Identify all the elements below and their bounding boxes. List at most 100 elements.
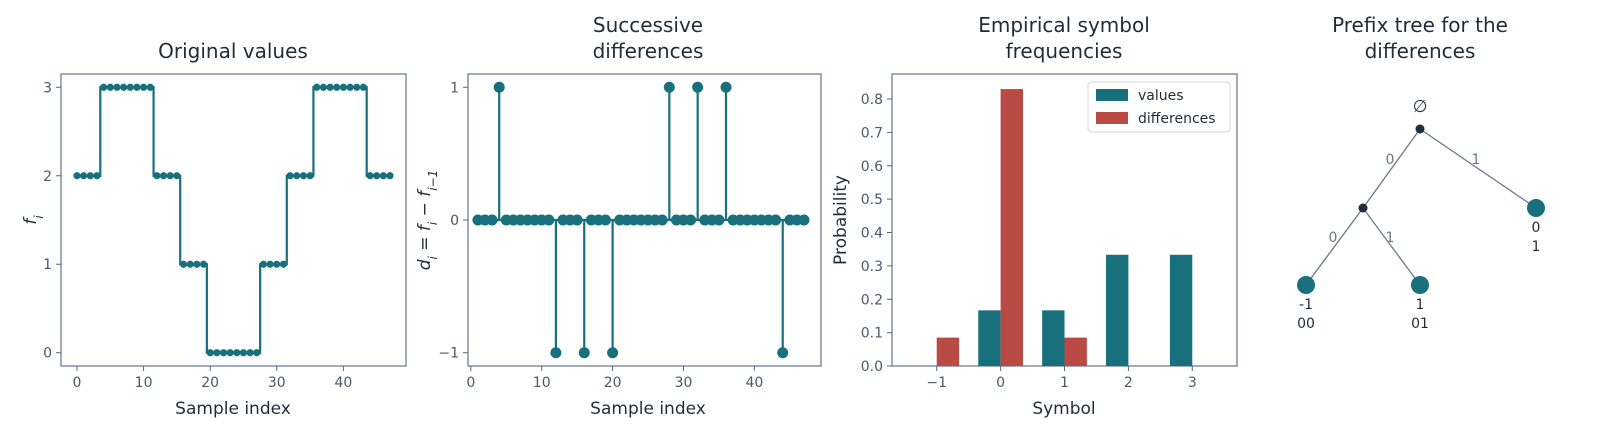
data-point — [326, 83, 334, 91]
series-layer — [472, 81, 810, 359]
tree-leaf-node — [1527, 199, 1545, 217]
tree-edge-inner-left — [1305, 207, 1364, 286]
data-point — [366, 172, 374, 180]
stem-marker — [798, 214, 810, 226]
data-point — [346, 83, 354, 91]
y-axis-label: di = fi − fi−1 — [415, 170, 440, 271]
data-point — [113, 83, 121, 91]
stem-marker — [713, 214, 725, 226]
data-point — [379, 172, 387, 180]
data-point — [333, 83, 341, 91]
tree-title-line-1: Prefix tree for the — [1332, 13, 1508, 37]
chart-title-line-1: Empirical symbol — [978, 13, 1150, 37]
bar-values — [978, 310, 1001, 366]
x-tick-label: 30 — [675, 375, 693, 391]
tree-leaf-node — [1297, 276, 1315, 294]
data-point — [193, 260, 201, 268]
data-point — [80, 172, 88, 180]
data-point — [120, 83, 128, 91]
data-point — [293, 172, 301, 180]
bar-differences — [936, 337, 960, 366]
data-point — [339, 83, 347, 91]
tree-edge-inner-right — [1362, 207, 1421, 286]
chart-title: Original values — [158, 39, 308, 63]
bar-values — [1106, 254, 1129, 366]
stem-marker — [493, 81, 505, 93]
bar-differences — [1000, 89, 1023, 366]
panel-symbol-frequencies: Empirical symbol frequencies 0.00.10.20.… — [831, 13, 1238, 419]
x-axis-label: Sample index — [175, 399, 291, 419]
x-axis-label: Symbol — [1032, 399, 1095, 419]
data-point — [173, 172, 181, 180]
y-tick-label: 0.3 — [861, 259, 883, 275]
y-tick-label: 0.4 — [861, 226, 883, 242]
bar-values — [1169, 254, 1193, 366]
data-point — [266, 260, 274, 268]
chart-title-line-2: frequencies — [1006, 39, 1123, 63]
data-point — [166, 172, 174, 180]
tree-inner-node — [1358, 203, 1368, 213]
stem-marker — [720, 81, 732, 93]
stem-marker — [663, 81, 675, 93]
data-point — [153, 172, 161, 180]
y-tick-label: 0 — [450, 213, 459, 229]
data-point — [199, 260, 208, 268]
plot-frame — [60, 73, 407, 367]
tick-layer: 0.0 0.1 0.2 0.3 0.4 0.5 0.6 0.7 0.8 −1 0 1 2 3 — [861, 92, 1197, 391]
bar-values — [1042, 310, 1065, 366]
leaf-symbol: 0 — [1532, 220, 1541, 236]
edge-label: 1 — [1386, 230, 1395, 246]
x-tick-label: 20 — [604, 375, 622, 391]
tree-leaf-node — [1411, 276, 1429, 294]
data-point — [206, 349, 214, 357]
x-tick-label: 40 — [334, 375, 352, 391]
data-point — [133, 83, 141, 91]
y-tick-label: 0.5 — [861, 192, 883, 208]
y-axis-label: fi — [21, 215, 46, 225]
data-point — [253, 349, 261, 357]
data-point — [353, 83, 361, 91]
data-point — [246, 349, 254, 357]
tree-title-line-2: differences — [1365, 39, 1476, 63]
x-tick-label: 20 — [201, 375, 219, 391]
y-tick-label: 0.6 — [861, 159, 883, 175]
legend-label-differences: differences — [1138, 111, 1216, 127]
data-point — [279, 260, 288, 268]
leaf-symbol: 1 — [1416, 297, 1425, 313]
leaf-symbol: -1 — [1299, 297, 1313, 313]
data-point — [299, 172, 308, 180]
y-tick-label: 1 — [43, 257, 52, 273]
legend-swatch-differences — [1096, 112, 1128, 124]
stem-marker — [685, 214, 697, 226]
x-tick-label: 10 — [533, 375, 551, 391]
y-tick-label: 0.0 — [861, 359, 883, 375]
edge-label: 0 — [1386, 152, 1395, 168]
legend: values differences — [1087, 81, 1231, 133]
leaf-code: 00 — [1297, 316, 1315, 332]
edge-label: 1 — [1472, 152, 1481, 168]
data-point — [259, 260, 268, 268]
legend-label-values: values — [1138, 88, 1184, 104]
stem-marker — [550, 347, 562, 359]
y-tick-label: −1 — [438, 346, 459, 362]
data-point — [373, 172, 381, 180]
panel-prefix-tree: Prefix tree for the differences 0 1 0 1 … — [1297, 13, 1545, 332]
data-point — [239, 349, 248, 357]
stem-marker — [607, 347, 619, 359]
data-point — [159, 172, 168, 180]
stem-marker — [770, 214, 782, 226]
y-tick-label: 0.1 — [861, 326, 883, 342]
data-point — [219, 349, 228, 357]
tree-root-node — [1415, 124, 1425, 134]
data-point — [100, 83, 108, 91]
x-tick-label: 0 — [466, 375, 475, 391]
x-tick-label: 1 — [1060, 375, 1069, 391]
series-layer — [73, 83, 394, 357]
stem-marker — [571, 214, 583, 226]
data-point — [319, 83, 328, 91]
stem-marker — [600, 214, 612, 226]
x-tick-label: 40 — [745, 375, 763, 391]
